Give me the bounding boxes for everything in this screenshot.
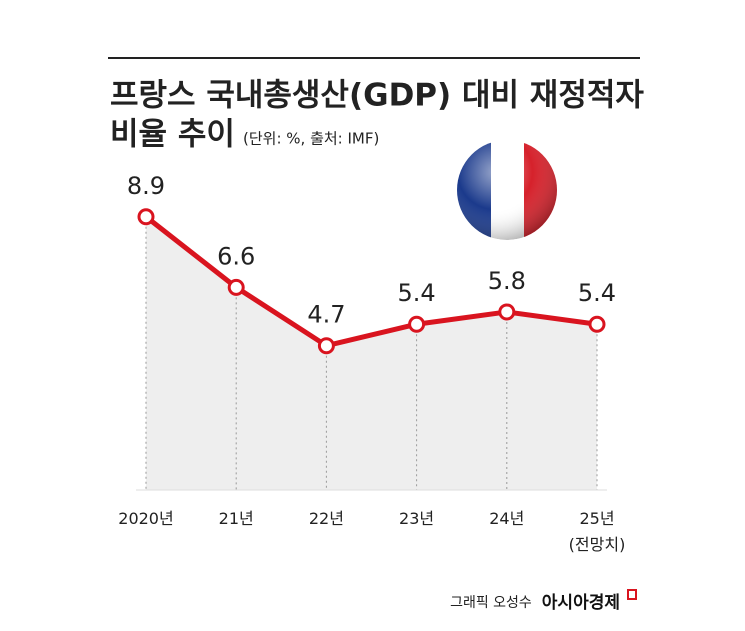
point bbox=[137, 208, 155, 226]
x-tick-label: 21년 bbox=[219, 509, 254, 528]
data-label: 5.4 bbox=[398, 279, 436, 307]
data-label: 6.6 bbox=[217, 242, 255, 270]
credit: 그래픽 오성수 아시아경제 bbox=[450, 593, 620, 613]
point bbox=[498, 303, 516, 321]
data-label: 8.9 bbox=[127, 172, 165, 200]
credit-author: 그래픽 오성수 bbox=[450, 595, 532, 611]
x-tick-label-line: 23년 bbox=[399, 509, 434, 528]
data-label: 4.7 bbox=[307, 301, 345, 329]
data-label: 5.4 bbox=[578, 279, 616, 307]
point bbox=[588, 315, 606, 333]
x-tick-label: 22년 bbox=[309, 509, 344, 528]
x-tick-label-line: 24년 bbox=[489, 509, 524, 528]
line bbox=[144, 214, 598, 349]
point bbox=[317, 337, 335, 355]
chart-title: 비율 추이 bbox=[110, 117, 235, 153]
x-tick-label: 23년 bbox=[399, 509, 434, 528]
point bbox=[408, 315, 426, 333]
x-tick-label-line: 2020년 bbox=[118, 509, 173, 528]
area bbox=[146, 216, 597, 490]
x-tick-label-line: (전망치) bbox=[569, 535, 626, 554]
x-tick-label-line: 25년 bbox=[579, 509, 614, 528]
brand-mark bbox=[627, 589, 637, 600]
plot-area: 8.9 6.6 4.7 5.4 5.8 5.4 2020년 21년 22년 23년 24년 25년 (전… bbox=[118, 172, 625, 554]
x-tick-label-line: 21년 bbox=[219, 509, 254, 528]
point bbox=[227, 278, 245, 296]
x-tick-label: 24년 bbox=[489, 509, 524, 528]
x-tick-label-line: 22년 bbox=[309, 509, 344, 528]
chart-title: 프랑스 국내총생산(GDP) 대비 재정적자 bbox=[110, 78, 644, 114]
data-label: 5.8 bbox=[488, 267, 526, 295]
brand: 아시아경제 bbox=[542, 593, 620, 613]
x-tick-label: 2020년 bbox=[118, 509, 173, 528]
flag bbox=[457, 140, 557, 240]
chart-subtitle: (단위: %, 출처: IMF) bbox=[243, 130, 379, 148]
x-tick-label: 25년 (전망치) bbox=[569, 509, 626, 554]
